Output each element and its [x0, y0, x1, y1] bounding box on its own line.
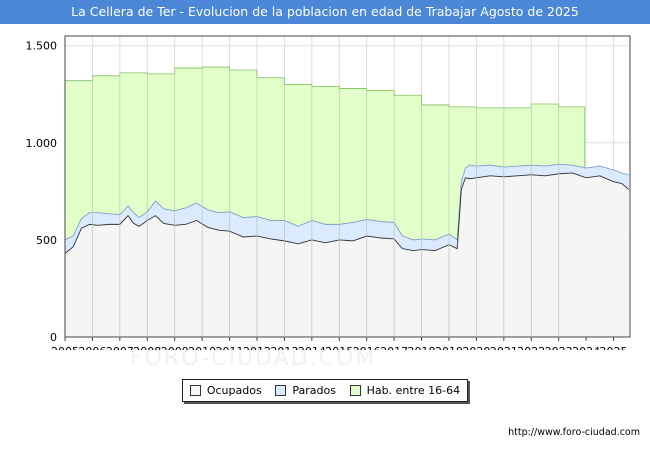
legend-swatch-parados: [275, 385, 287, 396]
y-tick-label-500: 500: [36, 234, 57, 247]
x-tick-label-2011: 2011: [216, 345, 244, 350]
x-tick-label-2020: 2020: [462, 345, 490, 350]
x-tick-label-2014: 2014: [298, 345, 326, 350]
x-tick-label-2018: 2018: [408, 345, 436, 350]
x-tick-label-2021: 2021: [490, 345, 518, 350]
legend-swatch-hab: [349, 385, 361, 396]
x-tick-label-2023: 2023: [545, 345, 573, 350]
x-tick-label-2013: 2013: [270, 345, 298, 350]
x-tick-label-2022: 2022: [517, 345, 545, 350]
ocupados-area: [65, 172, 629, 337]
x-tick-label-2010: 2010: [188, 345, 216, 350]
y-tick-label-0: 0: [50, 331, 57, 344]
chart-legend: Ocupados Parados Hab. entre 16-64: [182, 379, 468, 402]
x-tick-label-2008: 2008: [133, 345, 161, 350]
legend-item-ocupados: Ocupados: [189, 384, 262, 397]
footer-url[interactable]: http://www.foro-ciudad.com: [508, 427, 640, 438]
legend-label-parados: Parados: [292, 384, 336, 397]
x-tick-label-2024: 2024: [572, 345, 600, 350]
x-tick-label-2005: 2005: [51, 345, 79, 350]
plot-border: [64, 35, 631, 338]
y-tick-label-1500: 1.500: [26, 40, 58, 53]
x-tick-label-2012: 2012: [243, 345, 271, 350]
y-axis: 0 500 1.000 1.500: [26, 40, 58, 344]
x-tick-label-2019: 2019: [435, 345, 463, 350]
legend-swatch-ocupados: [189, 385, 201, 396]
legend-label-ocupados: Ocupados: [206, 384, 262, 397]
legend-label-hab: Hab. entre 16-64: [366, 384, 461, 397]
watermark-text: FORO-CIUDAD.COM: [130, 346, 377, 371]
x-tick-label-2017: 2017: [380, 345, 408, 350]
x-tick-label-2009: 2009: [161, 345, 189, 350]
legend-item-parados: Parados: [275, 384, 336, 397]
chart-title: La Cellera de Ter - Evolucion de la pobl…: [0, 0, 650, 24]
x-tick-label-2016: 2016: [353, 345, 381, 350]
x-tick-label-2006: 2006: [78, 345, 106, 350]
x-tick-label-2025: 2025: [600, 345, 628, 350]
y-tick-label-1000: 1.000: [26, 137, 58, 150]
x-tick-label-2007: 2007: [106, 345, 134, 350]
legend-item-hab: Hab. entre 16-64: [349, 384, 461, 397]
x-axis: 2005200620072008200920102011201220132014…: [51, 337, 628, 350]
x-tick-label-2015: 2015: [325, 345, 353, 350]
